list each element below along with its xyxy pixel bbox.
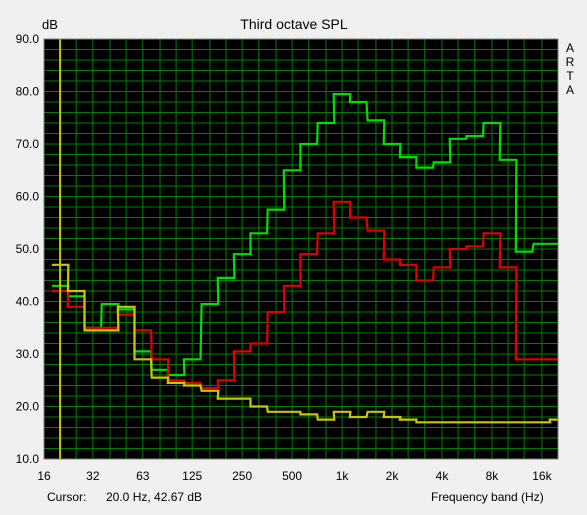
frequency-band-label: Frequency band (Hz) xyxy=(431,490,544,504)
x-tick-label: 8k xyxy=(486,469,500,483)
brand-letter: A xyxy=(566,83,574,97)
y-axis-label: dB xyxy=(42,17,58,32)
y-tick-labels: 90.0 80.0 70.0 60.0 50.0 40.0 30.0 20.0 10.0 xyxy=(16,32,40,466)
grid-lines xyxy=(44,38,558,460)
x-tick-label: 32 xyxy=(86,469,100,483)
x-tick-label: 1k xyxy=(336,469,350,483)
y-tick-label: 40.0 xyxy=(16,295,40,309)
x-tick-label: 4k xyxy=(436,469,450,483)
x-tick-label: 16 xyxy=(37,469,51,483)
y-tick-label: 10.0 xyxy=(16,452,40,466)
x-tick-label: 2k xyxy=(386,469,400,483)
x-tick-label: 500 xyxy=(282,469,302,483)
y-tick-label: 80.0 xyxy=(16,85,40,99)
x-tick-label: 250 xyxy=(232,469,252,483)
y-tick-label: 60.0 xyxy=(16,190,40,204)
brand-letter: R xyxy=(566,55,575,69)
series-line-yellow xyxy=(51,263,558,424)
x-tick-label: 16k xyxy=(532,469,552,483)
x-tick-label: 125 xyxy=(182,469,202,483)
brand-letter: T xyxy=(566,69,574,83)
y-tick-label: 70.0 xyxy=(16,137,40,151)
chart-title: Third octave SPL xyxy=(240,16,348,32)
y-tick-label: 20.0 xyxy=(16,400,40,414)
x-tick-labels: 16 32 63 125 250 500 1k 2k 4k 8k 16k xyxy=(37,469,552,483)
series-line-green xyxy=(51,92,558,377)
y-tick-label: 50.0 xyxy=(16,242,40,256)
cursor-label: Cursor: xyxy=(47,490,87,504)
series-line-red xyxy=(51,200,558,390)
y-tick-label: 90.0 xyxy=(16,32,40,46)
cursor-readout: 20.0 Hz, 42.67 dB xyxy=(106,490,203,504)
brand-letter: A xyxy=(566,41,574,55)
x-tick-label: 63 xyxy=(136,469,150,483)
data-series xyxy=(51,92,558,424)
y-tick-label: 30.0 xyxy=(16,347,40,361)
plot-border xyxy=(43,38,559,460)
